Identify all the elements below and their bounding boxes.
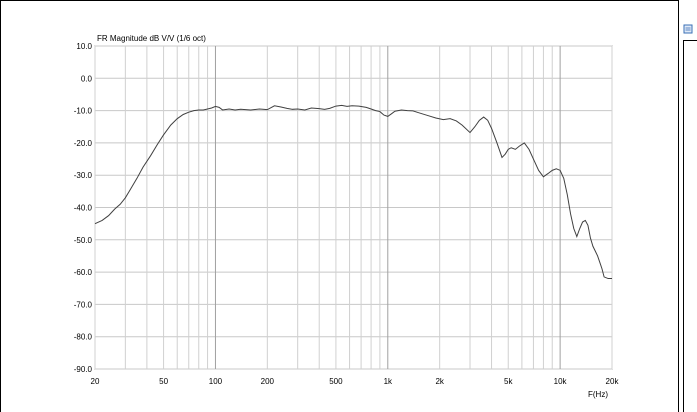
x-tick-label: 5k <box>504 377 513 386</box>
x-tick-label: 200 <box>261 377 275 386</box>
y-tick-label: 10.0 <box>76 42 92 51</box>
x-tick-label: 20 <box>91 377 100 386</box>
x-axis-label: F(Hz) <box>588 390 608 399</box>
x-tick-label: 10k <box>554 377 568 386</box>
series-line-magnitude <box>94 104 612 280</box>
x-tick-label: 100 <box>209 377 223 386</box>
x-tick-label: 1k <box>384 377 393 386</box>
y-tick-label: -90.0 <box>74 365 93 374</box>
y-tick-label: -70.0 <box>74 300 93 309</box>
x-tick-label: 50 <box>159 377 168 386</box>
grid <box>94 45 613 370</box>
x-tick-labels: 20 50 100 200 500 1k 2k 5k 10k 20k <box>91 377 620 386</box>
y-tick-label: -80.0 <box>74 333 93 342</box>
y-tick-label: -10.0 <box>74 107 93 116</box>
y-tick-label: -30.0 <box>74 171 93 180</box>
y-tick-labels: 10.0 0.0 -10.0 -20.0 -30.0 -40.0 -50.0 -60.0 -70… <box>74 42 93 374</box>
y-tick-label: -60.0 <box>74 268 93 277</box>
y-tick-label: -40.0 <box>74 204 93 213</box>
x-tick-label: 500 <box>329 377 343 386</box>
x-tick-label: 20k <box>606 377 620 386</box>
frequency-response-chart: 10.0 0.0 -10.0 -20.0 -30.0 -40.0 -50.0 -60.0 -70… <box>0 0 679 412</box>
chart-title: FR Magnitude dB V/V (1/6 oct) <box>97 34 206 43</box>
y-tick-label: -50.0 <box>74 236 93 245</box>
x-tick-label: 2k <box>435 377 444 386</box>
side-panel-box <box>683 40 697 412</box>
document-icon[interactable] <box>683 24 693 34</box>
y-tick-label: -20.0 <box>74 139 93 148</box>
y-tick-label: 0.0 <box>81 74 93 83</box>
